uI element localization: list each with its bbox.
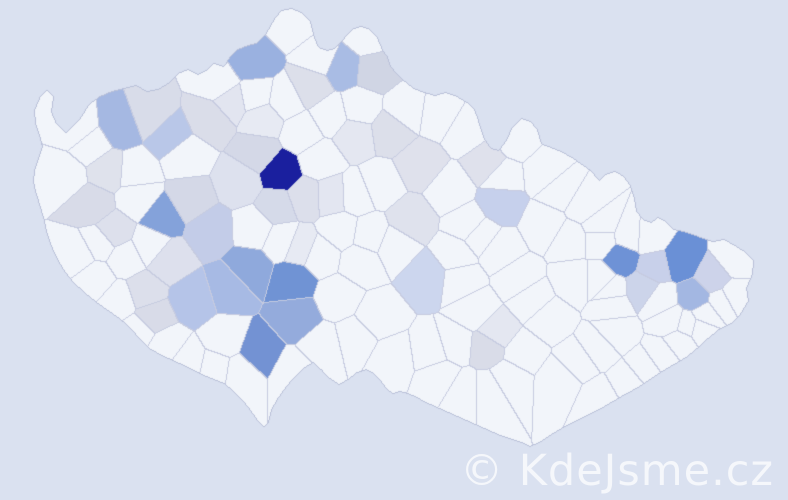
watermark-link[interactable]: © KdeJsme.cz	[460, 446, 774, 496]
